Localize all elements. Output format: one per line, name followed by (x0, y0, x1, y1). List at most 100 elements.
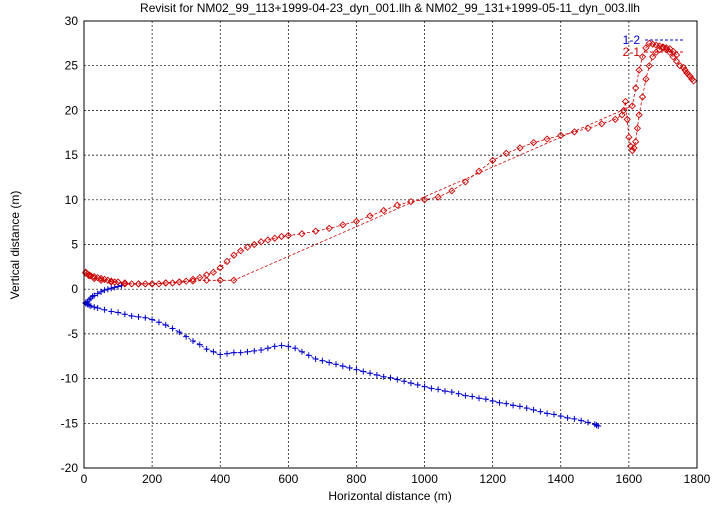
data-point (305, 352, 312, 359)
series-3 (82, 44, 698, 288)
data-point (257, 238, 265, 246)
series-2 (82, 282, 125, 307)
data-point (87, 303, 94, 310)
data-point (216, 276, 224, 284)
data-point (251, 347, 258, 354)
data-point (230, 349, 237, 356)
data-point (630, 144, 638, 152)
data-point (669, 47, 677, 56)
y-tick-label: 20 (65, 103, 79, 117)
data-point (121, 279, 129, 287)
y-axis-label: Vertical distance (m) (8, 191, 22, 300)
data-point (611, 115, 619, 123)
data-point (311, 227, 320, 235)
data-point (570, 128, 579, 136)
data-point (155, 319, 162, 326)
data-point (414, 381, 421, 388)
data-point (669, 53, 677, 61)
data-point (264, 345, 271, 352)
data-point (407, 380, 414, 387)
data-point (182, 277, 190, 285)
data-point (642, 44, 650, 52)
data-point (141, 280, 149, 288)
data-point (367, 370, 374, 377)
data-point (121, 280, 129, 288)
data-point (98, 288, 105, 295)
data-point (176, 329, 183, 336)
data-point (435, 386, 442, 393)
y-tick-label: 10 (65, 193, 79, 207)
legend: 1-2 2-1 (623, 33, 684, 59)
y-tick-label: 0 (71, 282, 78, 296)
data-point (210, 348, 217, 355)
data-point (319, 357, 326, 364)
data-point (625, 133, 633, 141)
x-tick-label: 1600 (616, 472, 643, 486)
data-point (339, 221, 347, 229)
x-tick-label: 1800 (684, 472, 711, 486)
data-point (292, 345, 299, 352)
series-line (85, 42, 677, 285)
data-point (108, 308, 115, 315)
data-point (142, 314, 149, 321)
x-tick-label: 800 (346, 472, 366, 486)
data-point (230, 276, 238, 284)
data-point (203, 346, 210, 353)
data-point (689, 77, 698, 85)
data-point (523, 405, 530, 412)
data-point (620, 106, 628, 115)
data-point (101, 306, 108, 313)
data-point (434, 193, 442, 201)
data-point (496, 399, 503, 406)
data-point (595, 422, 602, 429)
data-point (189, 277, 197, 285)
x-tick-label: 400 (210, 472, 230, 486)
data-point (216, 264, 224, 272)
data-point (516, 403, 523, 410)
data-point (128, 313, 135, 320)
data-point (85, 272, 93, 280)
series-line (85, 47, 694, 285)
y-tick-label: 25 (65, 59, 79, 73)
data-point (550, 411, 557, 418)
data-point (672, 51, 681, 59)
data-point (325, 224, 333, 233)
data-point (632, 138, 640, 146)
data-point (237, 349, 244, 356)
data-point (461, 178, 470, 186)
y-tick-label: -20 (61, 461, 79, 475)
data-point (162, 321, 169, 328)
data-point (189, 338, 196, 345)
data-point (387, 374, 394, 381)
x-tick-label: 1200 (479, 472, 506, 486)
data-point (543, 135, 551, 143)
data-point (421, 383, 428, 390)
data-point (635, 66, 643, 74)
series-1 (82, 299, 602, 429)
data-point (94, 290, 101, 297)
data-point (237, 247, 245, 255)
data-point (585, 419, 592, 426)
data-point (107, 278, 115, 286)
data-point (537, 408, 544, 415)
data-point (101, 287, 108, 294)
x-axis-label: Horizontal distance (m) (328, 489, 451, 503)
data-point (134, 280, 143, 288)
data-point (482, 396, 489, 403)
data-point (529, 138, 538, 147)
data-point (90, 274, 98, 283)
data-point (393, 201, 401, 209)
data-point (258, 346, 265, 353)
data-point (407, 197, 415, 206)
data-point (621, 97, 630, 106)
data-point (380, 206, 388, 215)
data-point (571, 415, 578, 422)
y-tick-label: 5 (71, 238, 78, 252)
legend-label-series-2: 2-1 (623, 45, 641, 59)
data-point (635, 111, 643, 119)
x-tick-label: 600 (278, 472, 298, 486)
data-point (104, 286, 111, 293)
data-point (448, 187, 456, 195)
data-point (672, 57, 681, 65)
data-point (638, 93, 647, 101)
